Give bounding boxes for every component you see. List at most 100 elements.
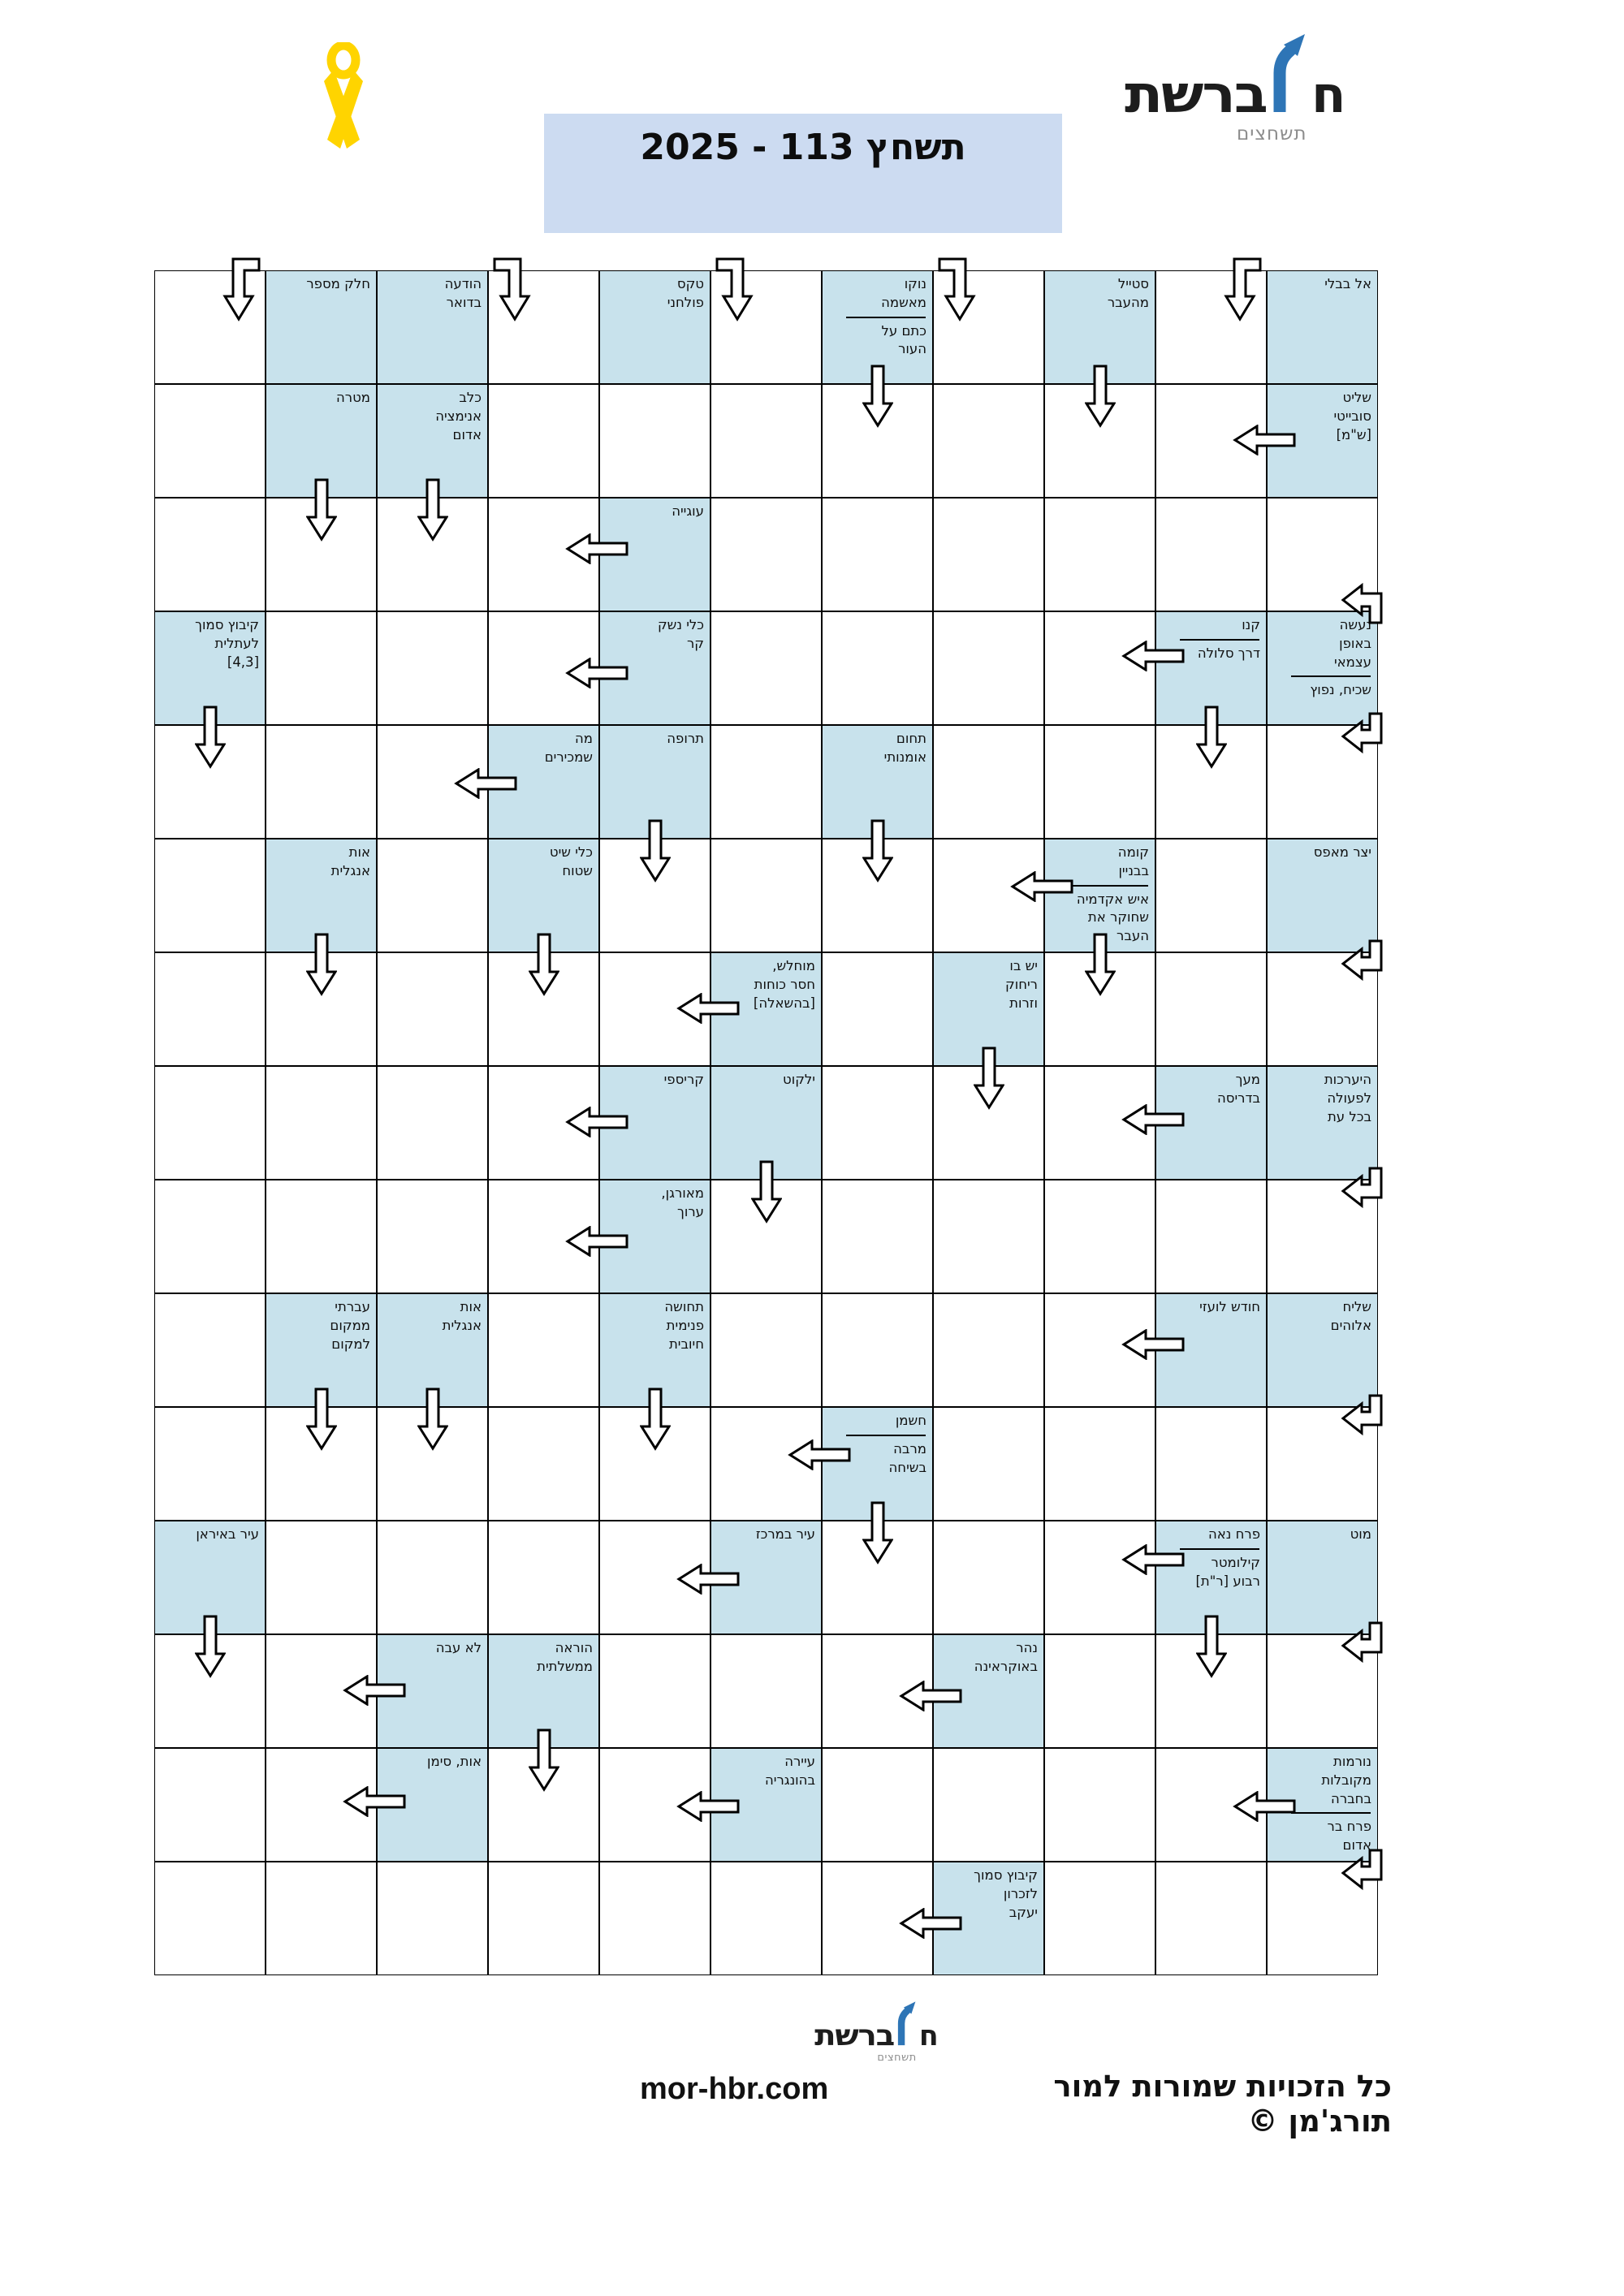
answer-cell-r1-c1[interactable]	[154, 270, 266, 384]
answer-cell-r7-c10[interactable]	[1155, 952, 1267, 1066]
answer-cell-r14-c1[interactable]	[154, 1748, 266, 1862]
answer-cell-r13-c9[interactable]	[1044, 1634, 1155, 1748]
answer-cell-r4-c6[interactable]	[710, 611, 822, 725]
answer-cell-r13-c5[interactable]	[599, 1634, 710, 1748]
answer-cell-r4-c7[interactable]	[822, 611, 933, 725]
answer-cell-r12-c9[interactable]	[1044, 1521, 1155, 1634]
answer-cell-r1-c10[interactable]	[1155, 270, 1267, 384]
answer-cell-r7-c7[interactable]	[822, 952, 933, 1066]
clue-text: עוגייה	[672, 503, 704, 519]
answer-cell-r3-c6[interactable]	[710, 498, 822, 611]
answer-cell-r11-c10[interactable]	[1155, 1407, 1267, 1521]
answer-cell-r4-c2[interactable]	[266, 611, 377, 725]
answer-cell-r8-c7[interactable]	[822, 1066, 933, 1180]
answer-cell-r3-c9[interactable]	[1044, 498, 1155, 611]
answer-cell-r12-c4[interactable]	[488, 1521, 599, 1634]
answer-cell-r8-c1[interactable]	[154, 1066, 266, 1180]
answer-cell-r2-c4[interactable]	[488, 384, 599, 498]
clue-cell-r4-c11: נעשה באופן עצמאי שכיח, נפוץ	[1267, 611, 1378, 725]
answer-cell-r4-c3[interactable]	[377, 611, 488, 725]
answer-cell-r1-c6[interactable]	[710, 270, 822, 384]
answer-cell-r15-c3[interactable]	[377, 1862, 488, 1975]
clue-text: תחום אומנותי	[883, 731, 926, 765]
down-arrow-icon	[639, 1388, 671, 1451]
answer-cell-r15-c6[interactable]	[710, 1862, 822, 1975]
bent-left-arrow-icon	[1341, 1849, 1383, 1891]
answer-cell-r12-c2[interactable]	[266, 1521, 377, 1634]
answer-cell-r6-c3[interactable]	[377, 839, 488, 952]
clue-text: היערכות לפעולה בכל עת	[1324, 1072, 1371, 1124]
answer-cell-r6-c6[interactable]	[710, 839, 822, 952]
answer-cell-r6-c5[interactable]	[599, 839, 710, 952]
answer-cell-r1-c4[interactable]	[488, 270, 599, 384]
clue-text: תחושה פנימית חיובית	[664, 1299, 704, 1352]
answer-cell-r11-c1[interactable]	[154, 1407, 266, 1521]
answer-cell-r3-c1[interactable]	[154, 498, 266, 611]
answer-cell-r7-c3[interactable]	[377, 952, 488, 1066]
answer-cell-r3-c7[interactable]	[822, 498, 933, 611]
answer-cell-r2-c8[interactable]	[933, 384, 1044, 498]
answer-cell-r1-c8[interactable]	[933, 270, 1044, 384]
answer-cell-r11-c4[interactable]	[488, 1407, 599, 1521]
answer-cell-r15-c5[interactable]	[599, 1862, 710, 1975]
answer-cell-r6-c10[interactable]	[1155, 839, 1267, 952]
answer-cell-r3-c10[interactable]	[1155, 498, 1267, 611]
answer-cell-r9-c9[interactable]	[1044, 1180, 1155, 1293]
answer-cell-r9-c2[interactable]	[266, 1180, 377, 1293]
answer-cell-r2-c6[interactable]	[710, 384, 822, 498]
clue-separator-line	[845, 1434, 926, 1436]
bent-down-arrow-icon	[938, 257, 976, 322]
answer-cell-r10-c4[interactable]	[488, 1293, 599, 1407]
answer-cell-r13-c6[interactable]	[710, 1634, 822, 1748]
copyright-text: כל הזכויות שמורות למור תורג'מן ©	[1053, 2069, 1392, 2138]
answer-cell-r2-c5[interactable]	[599, 384, 710, 498]
answer-cell-r14-c7[interactable]	[822, 1748, 933, 1862]
answer-cell-r12-c8[interactable]	[933, 1521, 1044, 1634]
answer-cell-r10-c1[interactable]	[154, 1293, 266, 1407]
footer-site-link[interactable]: mor-hbr.com	[640, 2072, 829, 2106]
answer-cell-r15-c2[interactable]	[266, 1862, 377, 1975]
clue-text: עיר באיראן	[196, 1526, 259, 1542]
answer-cell-r10-c7[interactable]	[822, 1293, 933, 1407]
left-arrow-icon	[1010, 871, 1073, 902]
answer-cell-r11-c8[interactable]	[933, 1407, 1044, 1521]
answer-cell-r15-c4[interactable]	[488, 1862, 599, 1975]
clue-cell-r4-c10: קנו דרך סלולה	[1155, 611, 1267, 725]
answer-cell-r10-c6[interactable]	[710, 1293, 822, 1407]
answer-cell-r6-c1[interactable]	[154, 839, 266, 952]
answer-cell-r11-c9[interactable]	[1044, 1407, 1155, 1521]
answer-cell-r9-c10[interactable]	[1155, 1180, 1267, 1293]
left-arrow-icon	[1121, 1544, 1185, 1575]
answer-cell-r8-c3[interactable]	[377, 1066, 488, 1180]
clue-text: מה שמכירים	[544, 731, 593, 765]
answer-cell-r15-c10[interactable]	[1155, 1862, 1267, 1975]
answer-cell-r5-c9[interactable]	[1044, 725, 1155, 839]
answer-cell-r10-c8[interactable]	[933, 1293, 1044, 1407]
clue-text: קיבוץ סמוך לזכרון יעקב	[974, 1867, 1038, 1920]
answer-cell-r9-c3[interactable]	[377, 1180, 488, 1293]
answer-cell-r15-c1[interactable]	[154, 1862, 266, 1975]
clue-text: נורמות מקובלות בחברה	[1321, 1754, 1371, 1806]
clue-text: מאורגן, ערוך	[661, 1185, 704, 1219]
answer-cell-r2-c1[interactable]	[154, 384, 266, 498]
answer-cell-r3-c8[interactable]	[933, 498, 1044, 611]
footer-brand-logo-word: ברשת	[814, 2018, 895, 2053]
answer-cell-r7-c1[interactable]	[154, 952, 266, 1066]
answer-cell-r9-c8[interactable]	[933, 1180, 1044, 1293]
answer-cell-r5-c8[interactable]	[933, 725, 1044, 839]
answer-cell-r15-c9[interactable]	[1044, 1862, 1155, 1975]
left-arrow-icon	[565, 1107, 628, 1137]
clue-text: נעשה באופן עצמאי	[1333, 617, 1371, 670]
answer-cell-r5-c6[interactable]	[710, 725, 822, 839]
answer-cell-r8-c2[interactable]	[266, 1066, 377, 1180]
answer-cell-r12-c3[interactable]	[377, 1521, 488, 1634]
answer-cell-r5-c2[interactable]	[266, 725, 377, 839]
answer-cell-r14-c8[interactable]	[933, 1748, 1044, 1862]
answer-cell-r4-c8[interactable]	[933, 611, 1044, 725]
answer-cell-r9-c1[interactable]	[154, 1180, 266, 1293]
crossword-grid: חלק מספר הודעה בדואר טקס פולחני נוקו מאשמה כ…	[154, 257, 1383, 1975]
answer-cell-r14-c9[interactable]	[1044, 1748, 1155, 1862]
answer-cell-r9-c7[interactable]	[822, 1180, 933, 1293]
answer-cell-r4-c9[interactable]	[1044, 611, 1155, 725]
clue-text: לא עבה	[435, 1640, 482, 1655]
